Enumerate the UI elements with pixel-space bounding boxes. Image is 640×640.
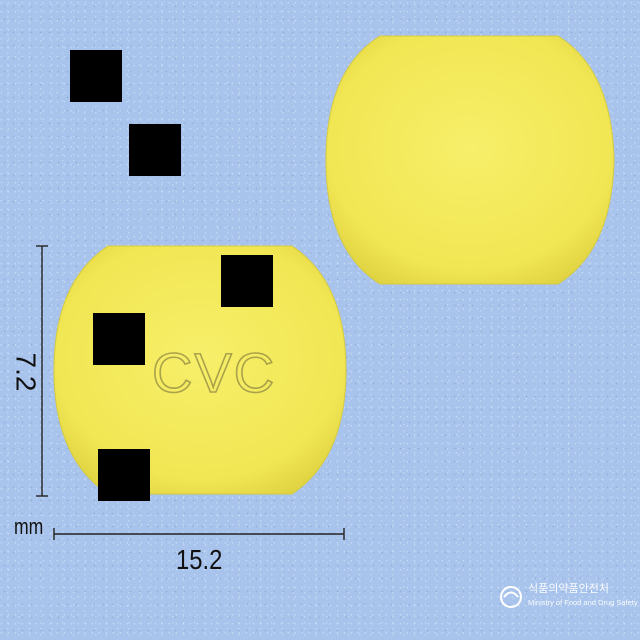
government-emblem-icon [500, 586, 522, 608]
watermark-english: Ministry of Food and Drug Safety [528, 598, 638, 607]
redaction-box [93, 313, 145, 365]
height-label: 7.2 [10, 352, 42, 392]
width-label: 15.2 [176, 544, 223, 575]
watermark-korean: 식품의약품안전처 [528, 582, 609, 595]
redaction-box [70, 50, 122, 102]
tablet-imprint: CVC [152, 341, 276, 404]
width-dimension-line [53, 528, 345, 540]
unit-label: mm [14, 514, 44, 539]
redaction-box [98, 449, 150, 501]
tablet-back [325, 35, 615, 285]
height-dimension-line [36, 245, 48, 497]
redaction-box [129, 124, 181, 176]
redaction-box [221, 255, 273, 307]
tablet-front [53, 245, 347, 495]
mfds-watermark: 식품의약품안전처 Ministry of Food and Drug Safet… [500, 578, 638, 618]
